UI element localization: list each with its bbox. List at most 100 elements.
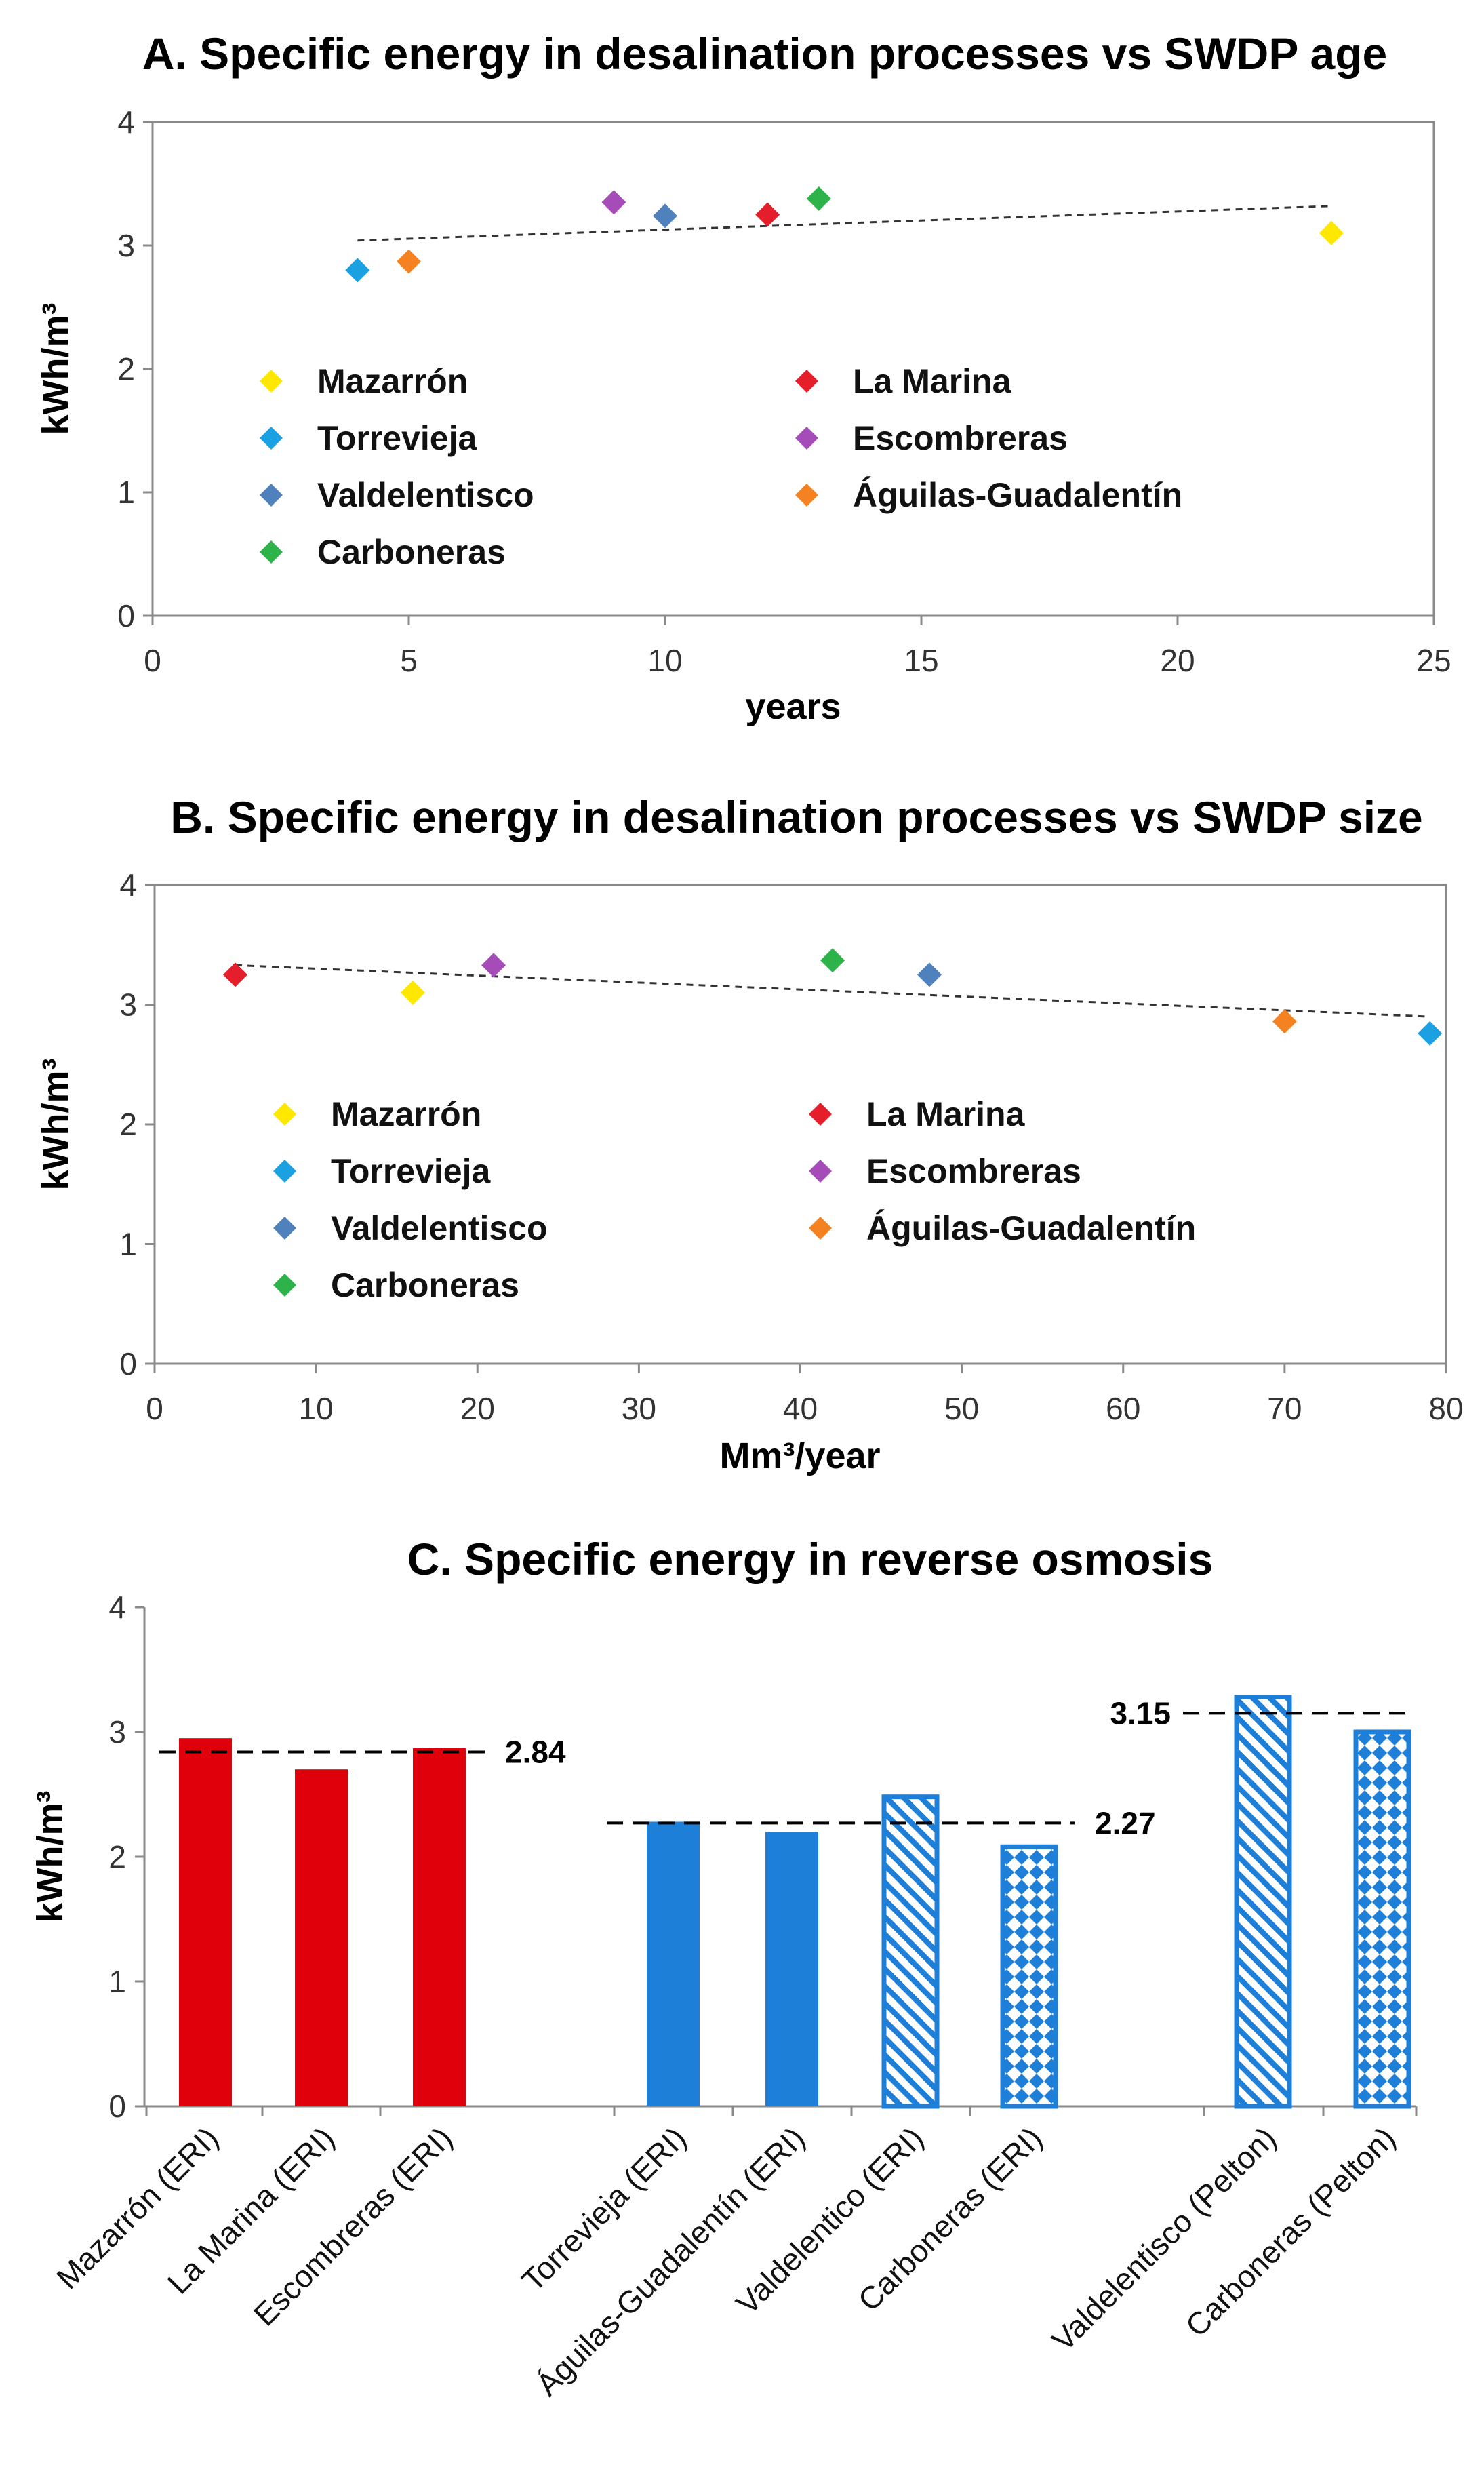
y-tick-label: 1: [108, 1964, 126, 1999]
bar--guilas-guadalent-n-eri: [765, 1832, 818, 2106]
panel-a-points: [345, 186, 1344, 283]
x-tick-label: 50: [944, 1391, 979, 1426]
data-point--guilas-guadalent-n: [1272, 1009, 1297, 1034]
y-tick-label: 2: [117, 351, 135, 387]
y-tick-label: 1: [117, 475, 135, 510]
legend-marker: [273, 1217, 296, 1240]
y-tick-label: 4: [119, 867, 137, 903]
y-tick-label: 0: [117, 598, 135, 633]
panel-a-y-ticks: 0 1 2 3 4: [117, 104, 153, 633]
x-tick-label: 60: [1106, 1391, 1140, 1426]
legend-label: Valdelentisco: [331, 1209, 548, 1247]
legend-label: Torrevieja: [331, 1152, 491, 1190]
panel-b-y-label: kWh/m³: [35, 1059, 76, 1191]
x-tick-label: 0: [146, 1391, 163, 1426]
x-tick-label: 20: [1160, 643, 1195, 678]
data-point-carboneras: [820, 948, 845, 973]
x-tick-label: 30: [622, 1391, 656, 1426]
bar-carboneras-eri: [1000, 1844, 1058, 2109]
data-point-mazarr-n: [401, 980, 425, 1005]
bar-escombreras-eri: [413, 1748, 466, 2106]
category-label: Valdelentisco (Pelton): [1045, 2120, 1283, 2358]
bar-mazarr-n-eri: [179, 1738, 232, 2106]
reference-line-label: 2.27: [1095, 1805, 1156, 1840]
data-point-carboneras: [806, 186, 831, 211]
bar-carboneras-pelton: [1353, 1729, 1411, 2109]
legend-label: Valdelentisco: [317, 476, 534, 514]
panel-b-title: B. Specific energy in desalination proce…: [170, 792, 1422, 842]
x-tick-label: 0: [144, 643, 161, 678]
legend-label: Mazarrón: [331, 1095, 481, 1133]
panel-a-y-label: kWh/m³: [35, 303, 76, 435]
data-point-la-marina: [755, 202, 780, 227]
panel-a-legend: Mazarrón Torrevieja Valdelentisco Carbonera…: [260, 362, 1182, 571]
y-tick-label: 4: [117, 104, 135, 140]
data-point-valdelentisco: [917, 962, 942, 987]
bar-la-marina-eri: [295, 1769, 348, 2106]
legend-label: Torrevieja: [317, 419, 477, 457]
y-tick-label: 2: [108, 1839, 126, 1874]
legend-label: Carboneras: [331, 1266, 519, 1304]
y-tick-label: 4: [108, 1590, 126, 1625]
y-tick-label: 0: [108, 2089, 126, 2124]
panel-a-x-ticks: 0 5 10 15 20 25: [144, 616, 1451, 678]
x-tick-label: 15: [904, 643, 938, 678]
x-tick-label: 40: [783, 1391, 818, 1426]
panel-c-y-label: kWh/m³: [30, 1791, 71, 1923]
data-point-torrevieja: [345, 258, 370, 283]
legend-label: Escombreras: [853, 419, 1068, 457]
panel-c-y-ticks: 0 1 2 3 4: [108, 1590, 144, 2124]
legend-marker: [273, 1160, 296, 1183]
category-label: Escombreras (ERI): [247, 2120, 459, 2332]
legend-label: Águilas-Guadalentín: [866, 1209, 1196, 1247]
y-tick-label: 3: [108, 1714, 126, 1750]
x-tick-label: 10: [299, 1391, 334, 1426]
panel-c-reference-lines: 2.84 2.27 3.15: [159, 1695, 1407, 1840]
legend-marker: [795, 484, 818, 507]
panel-b-x-ticks: 0 10 20 30 40 50 60 70 80: [146, 1364, 1464, 1426]
legend-marker: [260, 540, 283, 564]
data-point--guilas-guadalent-n: [397, 249, 421, 274]
panel-b: B. Specific energy in desalination proce…: [35, 792, 1464, 1476]
y-tick-label: 2: [119, 1107, 137, 1142]
panel-a-trendline: [357, 205, 1331, 242]
y-tick-label: 0: [119, 1346, 137, 1381]
y-tick-label: 3: [117, 228, 135, 263]
legend-marker: [809, 1160, 832, 1183]
legend-marker: [809, 1103, 832, 1126]
legend-label: La Marina: [853, 362, 1012, 400]
data-point-la-marina: [223, 962, 248, 987]
legend-label: La Marina: [866, 1095, 1026, 1133]
x-tick-label: 20: [460, 1391, 495, 1426]
legend-marker: [273, 1103, 296, 1126]
reference-line-label: 2.84: [505, 1734, 566, 1769]
panel-c: C. Specific energy in reverse osmosis kW…: [30, 1534, 1418, 2403]
panel-b-points: [223, 948, 1443, 1046]
panel-b-legend: Mazarrón Torrevieja Valdelentisco Carbonera…: [273, 1095, 1196, 1304]
x-tick-label: 25: [1416, 643, 1451, 678]
legend-marker: [795, 427, 818, 450]
legend-label: Mazarrón: [317, 362, 468, 400]
x-tick-label: 80: [1428, 1391, 1463, 1426]
panel-a: A. Specific energy in desalination proce…: [35, 28, 1451, 727]
legend-marker: [273, 1274, 296, 1297]
panel-c-title: C. Specific energy in reverse osmosis: [407, 1534, 1214, 1584]
y-tick-label: 1: [119, 1227, 137, 1262]
data-point-valdelentisco: [653, 203, 677, 229]
legend-marker: [809, 1217, 832, 1240]
legend-marker: [260, 484, 283, 507]
legend-marker: [260, 427, 283, 450]
legend-label: Carboneras: [317, 533, 506, 571]
bar-torrevieja-eri: [647, 1821, 700, 2106]
x-tick-label: 5: [400, 643, 418, 678]
data-point-torrevieja: [1418, 1021, 1443, 1046]
reference-line-label: 3.15: [1110, 1695, 1171, 1731]
panel-b-y-ticks: 0 1 2 3 4: [119, 867, 155, 1381]
panel-a-x-label: years: [745, 686, 841, 727]
x-tick-label: 70: [1267, 1391, 1302, 1426]
data-point-mazarr-n: [1319, 220, 1344, 245]
bar-valdelentico-eri: [881, 1794, 940, 2109]
legend-marker: [260, 370, 283, 393]
panel-a-title: A. Specific energy in desalination proce…: [142, 28, 1387, 79]
